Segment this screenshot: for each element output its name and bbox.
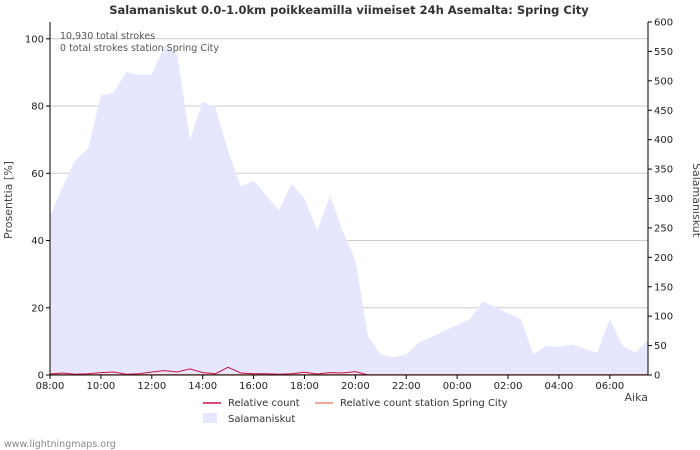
x-tick-label: 02:00 (494, 381, 523, 392)
x-tick-label: 04:00 (545, 381, 574, 392)
site-credit: www.lightningmaps.org (4, 439, 116, 450)
right-tick-label: 500 (654, 76, 673, 87)
x-tick-label: 08:00 (36, 381, 65, 392)
x-tick-label: 16:00 (239, 381, 268, 392)
strikes-area-layer (50, 45, 648, 375)
left-axis-label: Prosenttia [%] (2, 161, 15, 239)
right-tick-label: 250 (654, 223, 673, 234)
x-axis-label: Aika (625, 391, 649, 404)
left-tick-label: 20 (31, 303, 44, 314)
right-tick-label: 50 (654, 341, 667, 352)
left-tick-label: 0 (38, 371, 44, 382)
x-tick-label: 06:00 (595, 381, 624, 392)
right-tick-label: 400 (654, 135, 673, 146)
legend-relative-station-label: Relative count station Spring City (340, 398, 508, 409)
right-tick-label: 450 (654, 106, 673, 117)
right-tick-label: 300 (654, 194, 673, 205)
x-tick-label: 22:00 (392, 381, 421, 392)
left-tick-label: 60 (31, 169, 44, 180)
left-tick-label: 80 (31, 102, 44, 113)
legend: Relative count Relative count station Sp… (203, 398, 508, 425)
left-tick-label: 100 (25, 34, 44, 45)
right-tick-label: 100 (654, 312, 673, 323)
x-axis-ticks: 08:00 10:00 12:00 14:00 16:00 18:00 20:00 22:00… (36, 375, 624, 392)
right-tick-label: 200 (654, 253, 673, 264)
chart-title: Salamaniskut 0.0-1.0km poikkeamilla viim… (109, 3, 589, 17)
x-tick-label: 18:00 (290, 381, 319, 392)
station-strokes-annotation: 0 total strokes station Spring City (60, 43, 219, 54)
strikes-area (50, 45, 648, 375)
right-axis-ticks: 0 50 100 150 200 250 300 350 400 450 500 550 600 (648, 18, 673, 382)
x-tick-label: 00:00 (443, 381, 472, 392)
right-tick-label: 600 (654, 18, 673, 29)
left-axis-ticks: 0 20 40 60 80 100 (25, 34, 50, 382)
x-tick-label: 20:00 (341, 381, 370, 392)
left-tick-label: 40 (31, 236, 44, 247)
total-strokes-annotation: 10,930 total strokes (60, 31, 155, 42)
right-tick-label: 350 (654, 165, 673, 176)
right-axis-label: Salamaniskut (690, 163, 700, 238)
right-tick-label: 150 (654, 282, 673, 293)
x-tick-label: 14:00 (188, 381, 217, 392)
legend-relative-label: Relative count (228, 398, 300, 409)
right-tick-label: 0 (654, 371, 660, 382)
x-tick-label: 10:00 (86, 381, 115, 392)
relative-count-line (49, 366, 369, 376)
legend-strikes-swatch (203, 413, 217, 423)
legend-strikes-label: Salamaniskut (228, 414, 295, 425)
right-tick-label: 550 (654, 47, 673, 58)
x-tick-label: 12:00 (137, 381, 166, 392)
